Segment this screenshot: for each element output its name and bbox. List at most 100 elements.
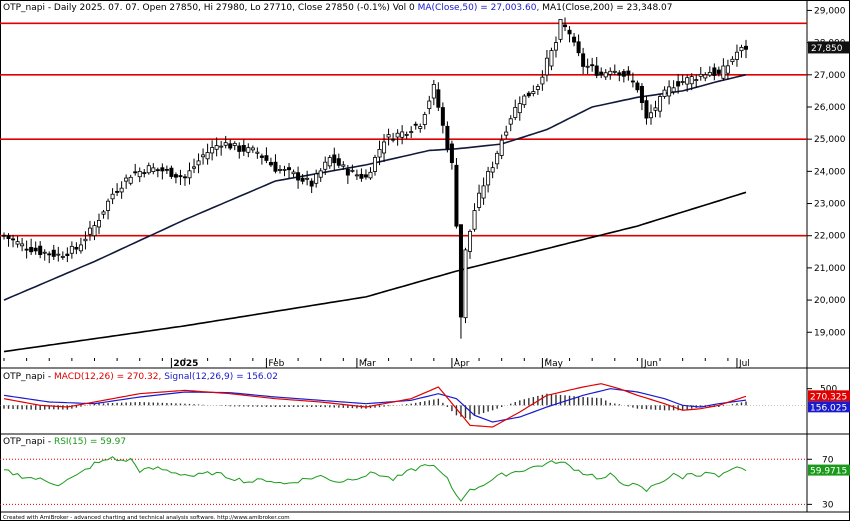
candle-body xyxy=(255,151,260,154)
candle-body xyxy=(563,24,568,28)
price-y-tick-label: 24,000 xyxy=(814,167,846,177)
candle-body xyxy=(155,169,160,172)
candle-body xyxy=(468,230,473,252)
date-tick-label: 2025 xyxy=(173,359,198,369)
candle-body xyxy=(382,141,387,154)
candle-body xyxy=(332,154,337,164)
candle-body xyxy=(296,172,301,181)
candle-body xyxy=(309,180,314,187)
candle-body xyxy=(151,167,156,172)
price-ohlc-summary: - Daily 2025. 07. 07. Open 27850, Hi 279… xyxy=(45,3,418,13)
candle-body xyxy=(531,91,536,94)
candle-body xyxy=(223,142,228,146)
candle-body xyxy=(372,157,377,172)
candle-body xyxy=(721,65,726,79)
last-price-tag-text: 27,850 xyxy=(811,44,843,54)
macd-line xyxy=(3,383,747,428)
candle-body xyxy=(653,107,658,111)
candle-body xyxy=(454,164,459,227)
candle-body xyxy=(540,76,545,85)
candle-body xyxy=(74,246,79,250)
candle-body xyxy=(581,53,586,67)
candle-body xyxy=(69,245,74,254)
candle-body xyxy=(490,167,495,173)
candle-body xyxy=(15,241,20,245)
candle-body xyxy=(273,161,278,172)
candle-body xyxy=(128,176,133,184)
candle-body xyxy=(544,57,549,76)
candle-body xyxy=(418,126,423,129)
candle-body xyxy=(60,256,65,258)
candle-body xyxy=(685,77,690,85)
candle-body xyxy=(730,58,735,63)
candle-body xyxy=(698,73,703,77)
candle-body xyxy=(345,168,350,176)
candle-body xyxy=(404,133,409,136)
candle-body xyxy=(391,138,396,141)
candle-body xyxy=(517,103,522,114)
candle-body xyxy=(119,187,124,193)
candle-body xyxy=(214,145,219,150)
candle-body xyxy=(133,171,138,174)
ma50-legend: MA(Close,50) = 27,003.60, xyxy=(418,3,540,13)
candle-body xyxy=(110,193,115,200)
price-y-tick-label: 21,000 xyxy=(814,264,846,274)
candle-body xyxy=(47,253,52,256)
candle-body xyxy=(359,173,364,179)
candle-body xyxy=(24,248,29,251)
candle-body xyxy=(20,243,25,247)
candle-body xyxy=(327,157,332,167)
candle-body xyxy=(676,81,681,87)
signal-value-tag-text: 156.025 xyxy=(810,403,847,413)
price-ticker: OTP_napi xyxy=(3,3,45,13)
rsi-ticker: OTP_napi xyxy=(3,437,45,447)
candle-body xyxy=(259,155,264,158)
candle-body xyxy=(477,192,482,208)
candle-body xyxy=(164,168,169,171)
price-y-tick-label: 27,000 xyxy=(814,71,846,81)
price-y-tick-label: 23,000 xyxy=(814,200,846,210)
candle-body xyxy=(386,134,391,138)
candle-body xyxy=(11,238,16,241)
candle-body xyxy=(590,64,595,67)
candle-body xyxy=(6,235,11,239)
macd-panel-title: OTP_napi - MACD(12,26) = 270.32, Signal(… xyxy=(3,372,278,382)
candle-body xyxy=(495,152,500,165)
candle-body xyxy=(92,225,97,237)
candle-body xyxy=(667,86,672,97)
candle-body xyxy=(603,72,608,78)
candle-body xyxy=(621,71,626,77)
rsi-separator: - xyxy=(45,437,54,447)
date-tick-label: Jun xyxy=(643,359,658,369)
candle-body xyxy=(734,51,739,60)
rsi-value-tag-text: 59.9715 xyxy=(810,467,847,477)
candle-body xyxy=(526,92,531,97)
candle-body xyxy=(323,161,328,170)
date-tick-label: Jul xyxy=(738,359,750,369)
candle-body xyxy=(413,123,418,126)
candle-body xyxy=(612,70,617,73)
candle-body xyxy=(106,200,111,211)
candle-body xyxy=(599,71,604,76)
ma50-line xyxy=(3,73,747,301)
candle-body xyxy=(51,249,56,257)
candle-body xyxy=(124,177,129,182)
last-price-tag xyxy=(808,41,850,54)
candle-body xyxy=(83,238,88,242)
signal-legend: Signal(12,26,9) = 156.02 xyxy=(161,372,278,382)
candle-body xyxy=(400,131,405,138)
candle-body xyxy=(486,171,491,186)
candle-body xyxy=(377,148,382,158)
macd-value-tag xyxy=(808,390,850,402)
candle-body xyxy=(65,253,70,256)
rsi-panel: 70 30 59.9715 xyxy=(0,455,850,510)
candle-body xyxy=(576,41,581,54)
candle-body xyxy=(277,169,282,171)
candle-body xyxy=(440,107,445,126)
macd-value-tag-text: 270.325 xyxy=(810,392,847,402)
candle-body xyxy=(409,131,414,134)
rsi-y-tick-label: 70 xyxy=(822,455,834,465)
candle-body xyxy=(368,171,373,179)
candle-body xyxy=(585,65,590,68)
